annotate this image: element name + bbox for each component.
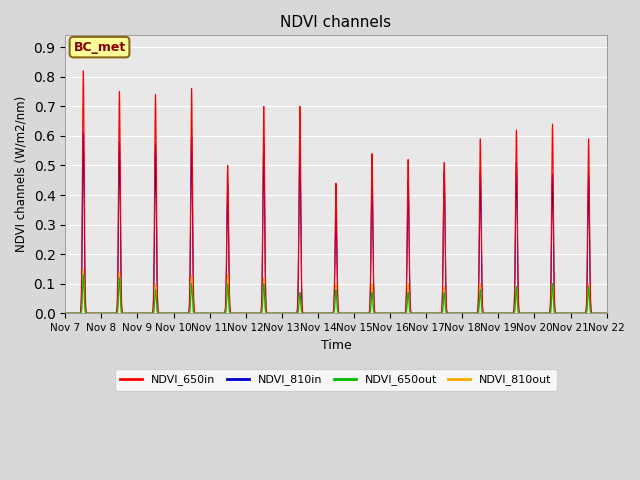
NDVI_650out <box>326 311 334 316</box>
Title: NDVI channels: NDVI channels <box>280 15 392 30</box>
NDVI_810out <box>61 311 69 316</box>
Line: NDVI_810out: NDVI_810out <box>65 269 607 313</box>
NDVI_650out <box>64 311 72 316</box>
NDVI_650out <box>61 311 69 316</box>
NDVI_650in <box>84 311 92 316</box>
NDVI_650in <box>61 311 69 316</box>
NDVI_810in <box>94 311 102 316</box>
NDVI_650in <box>574 311 582 316</box>
NDVI_810in <box>574 311 582 316</box>
NDVI_650in <box>94 311 102 316</box>
X-axis label: Time: Time <box>321 338 351 351</box>
NDVI_650in <box>168 311 175 316</box>
NDVI_650out <box>603 311 611 316</box>
NDVI_810out <box>168 311 175 316</box>
NDVI_810out <box>326 311 334 316</box>
NDVI_810in <box>603 311 611 316</box>
Line: NDVI_810in: NDVI_810in <box>65 133 607 313</box>
Line: NDVI_650out: NDVI_650out <box>65 275 607 313</box>
NDVI_650in <box>79 68 87 74</box>
NDVI_810out <box>94 311 102 316</box>
Y-axis label: NDVI channels (W/m2/nm): NDVI channels (W/m2/nm) <box>15 96 28 252</box>
NDVI_650out <box>79 272 87 278</box>
NDVI_810out <box>79 266 87 272</box>
NDVI_650out <box>84 311 92 316</box>
NDVI_810in <box>326 311 334 316</box>
Text: BC_met: BC_met <box>74 41 125 54</box>
NDVI_810in <box>64 311 72 316</box>
NDVI_810out <box>64 311 72 316</box>
NDVI_810out <box>603 311 611 316</box>
Line: NDVI_650in: NDVI_650in <box>65 71 607 313</box>
NDVI_650in <box>603 311 611 316</box>
NDVI_810out <box>574 311 582 316</box>
NDVI_810in <box>84 311 92 316</box>
NDVI_810out <box>84 311 92 316</box>
Legend: NDVI_650in, NDVI_810in, NDVI_650out, NDVI_810out: NDVI_650in, NDVI_810in, NDVI_650out, NDV… <box>115 369 557 391</box>
NDVI_810in <box>79 130 87 136</box>
NDVI_650in <box>326 311 334 316</box>
NDVI_810in <box>61 311 69 316</box>
NDVI_650out <box>574 311 582 316</box>
NDVI_650out <box>94 311 102 316</box>
NDVI_650in <box>64 311 72 316</box>
NDVI_810in <box>168 311 175 316</box>
NDVI_650out <box>168 311 175 316</box>
